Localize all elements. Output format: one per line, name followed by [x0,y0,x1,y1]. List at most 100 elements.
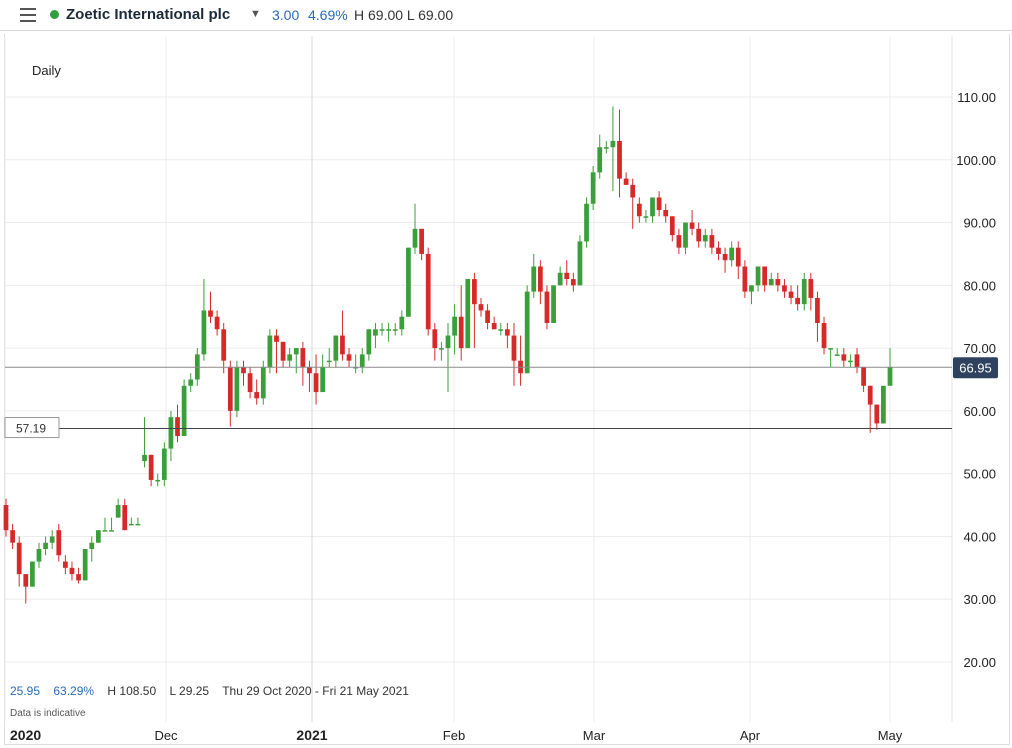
candle-body [478,304,484,311]
candle-body [287,354,293,361]
x-tick-label: May [878,728,903,743]
candle-body [412,228,418,248]
candle-body [669,216,675,236]
y-tick-label: 70.00 [963,341,996,356]
candle-body [716,247,721,254]
footer-change: 25.95 [10,684,41,698]
candle-body [808,279,814,298]
menu-icon[interactable] [20,8,36,22]
candle-body [274,335,279,342]
candle-body [848,360,853,363]
y-tick-label: 60.00 [963,404,996,419]
candle-body [722,253,728,261]
candle-body [735,247,741,267]
instrument-name[interactable]: Zoetic International plc [66,6,231,23]
candle-body [742,266,748,292]
candle-body [214,316,220,330]
y-tick-label: 40.00 [963,529,996,544]
candle-body [841,354,847,361]
candle-body [623,178,629,185]
footer-high: H 108.50 [107,684,157,698]
candle-body [709,235,715,248]
candle-body [234,366,240,411]
candle-body [861,366,866,386]
candle-body [570,279,576,286]
candle-body [782,285,787,292]
y-tick-label: 80.00 [963,278,996,293]
candle-body [23,574,29,587]
candle-body [531,266,537,292]
candle-body [557,272,563,286]
y-tick-label: 110.00 [957,90,996,105]
candle-body [300,348,306,367]
candle-body [445,335,451,349]
candle-body [135,523,141,526]
candle-body [43,542,48,549]
candle-body [452,316,457,336]
candle-body [208,310,213,317]
period-label: Daily [32,63,61,78]
candle-body [69,567,75,575]
candle-body [188,379,194,386]
y-tick-label: 100.00 [956,153,996,168]
candle-body [293,348,299,355]
candle-body [663,210,669,217]
high-low: H 69.00 L 69.00 [354,7,454,23]
candle-body [62,561,68,568]
candle-body [280,341,286,361]
candle-body [801,279,807,305]
candle-body [333,335,339,361]
candle-body [419,228,424,254]
reference-price-label: 57.19 [16,422,46,436]
candle-body [30,561,35,587]
candle-body [491,323,497,330]
candle-body [524,291,530,374]
candle-body [326,360,332,363]
candle-body [89,542,95,549]
candle-body [313,373,319,393]
candle-body [399,316,405,330]
current-price-box [953,357,998,379]
candle-body [610,140,616,148]
footer-stats: 25.95 63.29% H 108.50 L 29.25 Thu 29 Oct… [10,684,419,698]
candle-body [142,454,147,462]
candle-body [828,348,834,350]
candle-body [564,272,570,280]
chevron-down-icon[interactable]: ▼ [250,8,261,20]
candle-body [439,348,444,350]
candle-body [458,316,464,349]
candle-body [392,329,398,331]
market-status-dot-icon [50,10,59,19]
candle-body [511,335,517,361]
y-tick-label: 30.00 [963,592,996,607]
candle-body [49,536,55,543]
candle-body [630,184,636,198]
candle-body [109,530,114,532]
candle-body [504,329,510,336]
candle-body [465,279,471,349]
candle-body [241,366,246,374]
candle-body [683,222,688,248]
candle-body [834,354,840,356]
candle-body [696,228,702,242]
candle-body [379,329,385,331]
candle-body [359,354,365,367]
candle-body [432,329,438,349]
candle-body [656,197,662,210]
candle-body [373,329,378,336]
x-tick-label: 2020 [10,727,41,743]
reference-price-box [4,417,60,439]
candle-body [181,385,187,436]
candle-body [775,279,781,286]
candle-body [201,310,207,355]
candle-body [544,291,550,323]
x-tick-label: Dec [154,728,178,743]
candle-body [854,354,860,367]
candle-body [795,297,801,305]
candle-body [175,417,180,436]
candle-body [56,530,62,556]
candle-body [148,454,154,480]
candle-body [320,366,326,393]
candle-body [3,505,9,531]
